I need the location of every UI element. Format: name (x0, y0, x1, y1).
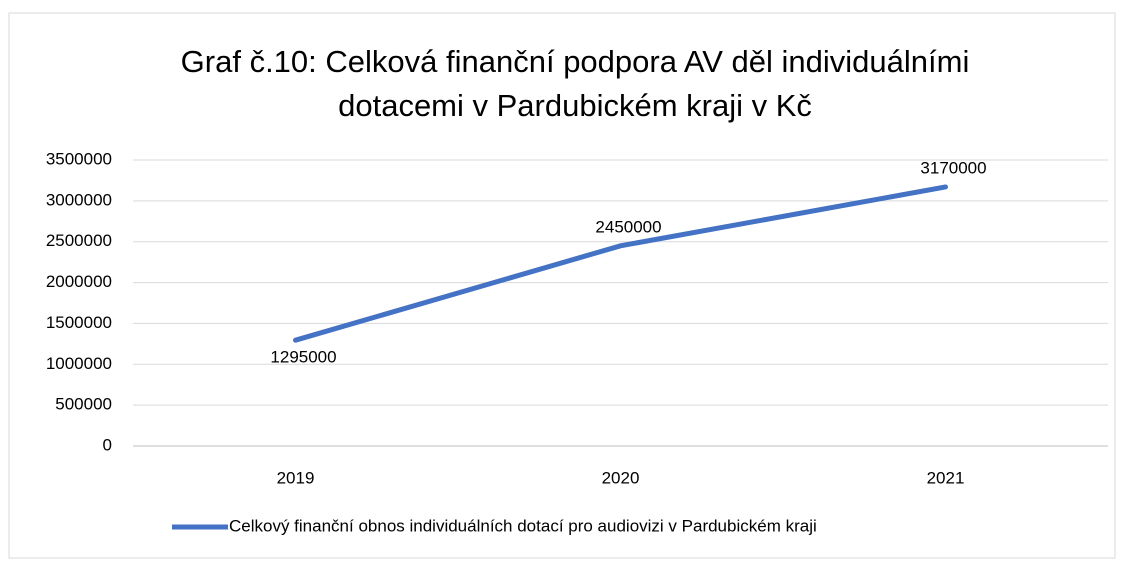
data-label: 1295000 (270, 348, 336, 367)
y-tick-label: 0 (103, 435, 112, 454)
y-tick-label: 1000000 (46, 354, 112, 373)
y-tick-label: 2500000 (46, 231, 112, 250)
x-tick-label: 2020 (602, 468, 640, 487)
y-tick-label: 3000000 (46, 190, 112, 209)
legend-label: Celkový finanční obnos individuálních do… (229, 516, 817, 535)
x-tick-label: 2019 (277, 468, 315, 487)
chart-title: Graf č.10: Celková finanční podpora AV d… (181, 44, 970, 79)
data-label: 2450000 (595, 217, 661, 236)
chart-frame (8, 12, 1116, 559)
x-tick-label: 2021 (927, 468, 965, 487)
y-tick-label: 3500000 (46, 149, 112, 168)
chart-title: dotacemi v Pardubickém kraji v Kč (338, 88, 812, 123)
y-tick-label: 1500000 (46, 313, 112, 332)
data-label: 3170000 (920, 158, 986, 177)
y-tick-label: 2000000 (46, 272, 112, 291)
y-tick-label: 500000 (55, 395, 112, 414)
line (293, 184, 948, 343)
